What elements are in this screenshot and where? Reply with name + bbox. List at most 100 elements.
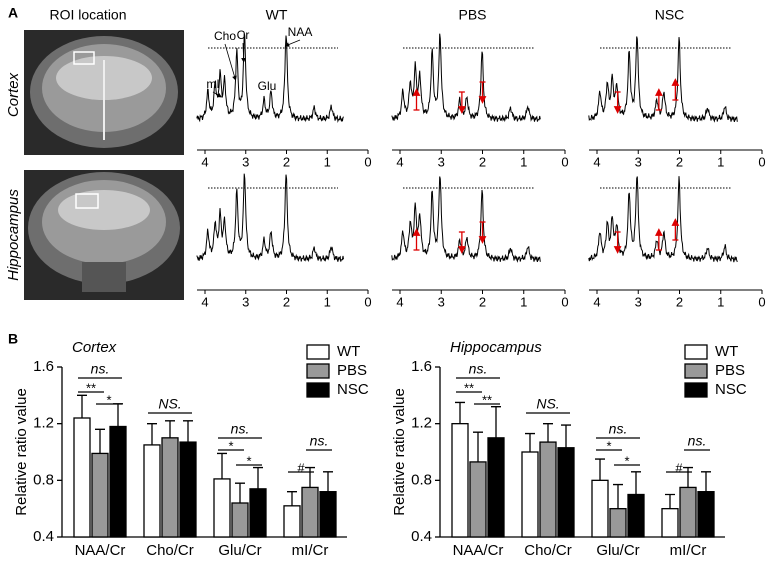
legend-swatch <box>684 344 708 360</box>
significance-label: * <box>624 453 629 468</box>
bar <box>319 491 337 538</box>
error-bar <box>455 401 465 424</box>
x-tick-label: 3 <box>438 294 445 309</box>
row-label: Hippocampus <box>5 189 22 281</box>
significance-label: ** <box>482 392 492 407</box>
error-bar <box>631 471 641 495</box>
legend-swatch <box>306 382 330 398</box>
x-tick-label: 0 <box>561 294 568 309</box>
bar <box>283 505 301 538</box>
bar <box>179 441 197 538</box>
x-tick-label: 0 <box>561 154 568 169</box>
spectrum <box>391 176 541 263</box>
error-bar <box>147 423 157 445</box>
significance-label: * <box>228 438 233 453</box>
bar <box>249 488 267 538</box>
chart-title: Hippocampus <box>450 339 542 356</box>
error-bar <box>165 420 175 438</box>
bar <box>161 437 179 538</box>
mri-image <box>24 30 184 155</box>
error-bar <box>217 452 227 479</box>
y-axis-label: Relative ratio value <box>13 388 30 516</box>
error-bar <box>253 466 263 489</box>
legend-swatch <box>306 344 330 360</box>
x-tick-label: 1 <box>717 154 724 169</box>
x-tick-label: NAA/Cr <box>453 542 504 559</box>
panel-label: A <box>8 5 18 21</box>
spectrum <box>588 176 738 263</box>
spectrum <box>196 173 344 263</box>
x-tick-label: 0 <box>758 154 765 169</box>
chart-title: Cortex <box>72 339 117 356</box>
error-bar <box>95 428 105 454</box>
bar <box>679 486 697 538</box>
significance-label: ns. <box>91 361 110 377</box>
legend-swatch <box>684 363 708 379</box>
x-tick-label: mI/Cr <box>670 542 707 559</box>
legend-label: PBS <box>715 362 745 379</box>
bar <box>469 461 487 538</box>
y-tick-label: 1.6 <box>33 358 54 375</box>
spectrum <box>391 33 541 123</box>
legend-label: PBS <box>337 362 367 379</box>
x-tick-label: 4 <box>593 154 600 169</box>
error-bar <box>561 424 571 448</box>
bar <box>231 502 249 538</box>
significance-label: # <box>297 460 305 475</box>
x-tick-label: 0 <box>364 154 371 169</box>
x-tick-label: 2 <box>283 294 290 309</box>
y-tick-label: 1.2 <box>411 415 432 432</box>
y-axis-label: Relative ratio value <box>391 388 408 516</box>
spectrum <box>588 36 738 123</box>
legend-label: NSC <box>337 381 369 398</box>
x-tick-label: Cho/Cr <box>146 542 194 559</box>
x-tick-label: 4 <box>396 154 403 169</box>
significance-label: ns. <box>688 433 707 449</box>
bar <box>451 423 469 538</box>
significance-label: ns. <box>609 421 628 437</box>
bar <box>609 508 627 538</box>
x-tick-label: Glu/Cr <box>596 542 639 559</box>
bar <box>73 417 91 538</box>
significance-label: NS. <box>158 396 181 412</box>
x-tick-label: 2 <box>479 294 486 309</box>
x-tick-label: 3 <box>635 154 642 169</box>
row-label: Cortex <box>5 72 22 117</box>
column-title: WT <box>266 7 288 23</box>
x-tick-label: 1 <box>324 154 331 169</box>
significance-label: * <box>246 453 251 468</box>
x-tick-label: 2 <box>676 294 683 309</box>
error-bar <box>595 458 605 481</box>
bar <box>539 441 557 538</box>
bar <box>661 508 679 538</box>
column-title: NSC <box>655 7 685 23</box>
legend-swatch <box>306 363 330 379</box>
error-bar <box>77 394 87 418</box>
x-tick-label: 0 <box>758 294 765 309</box>
legend-label: WT <box>715 343 738 360</box>
peak-pointer <box>212 91 222 98</box>
x-tick-label: 4 <box>396 294 403 309</box>
bar <box>487 437 505 538</box>
x-tick-label: NAA/Cr <box>75 542 126 559</box>
x-tick-label: 2 <box>676 154 683 169</box>
x-tick-label: 4 <box>201 294 208 309</box>
error-bar <box>665 493 675 509</box>
error-bar <box>473 431 483 462</box>
error-bar <box>323 471 333 492</box>
significance-label: ** <box>86 380 96 395</box>
panel-label: B <box>8 331 18 347</box>
bar <box>143 444 161 538</box>
peak-label: Cr <box>237 28 250 42</box>
significance-label: * <box>606 438 611 453</box>
bar <box>109 425 127 538</box>
x-tick-label: 0 <box>364 294 371 309</box>
peak-label: NAA <box>288 25 313 39</box>
x-tick-label: 2 <box>479 154 486 169</box>
significance-label: * <box>106 392 111 407</box>
error-bar <box>613 483 623 509</box>
x-tick-label: 1 <box>717 294 724 309</box>
error-bar <box>525 432 535 452</box>
significance-label: ns. <box>310 433 329 449</box>
x-tick-label: 3 <box>242 154 249 169</box>
